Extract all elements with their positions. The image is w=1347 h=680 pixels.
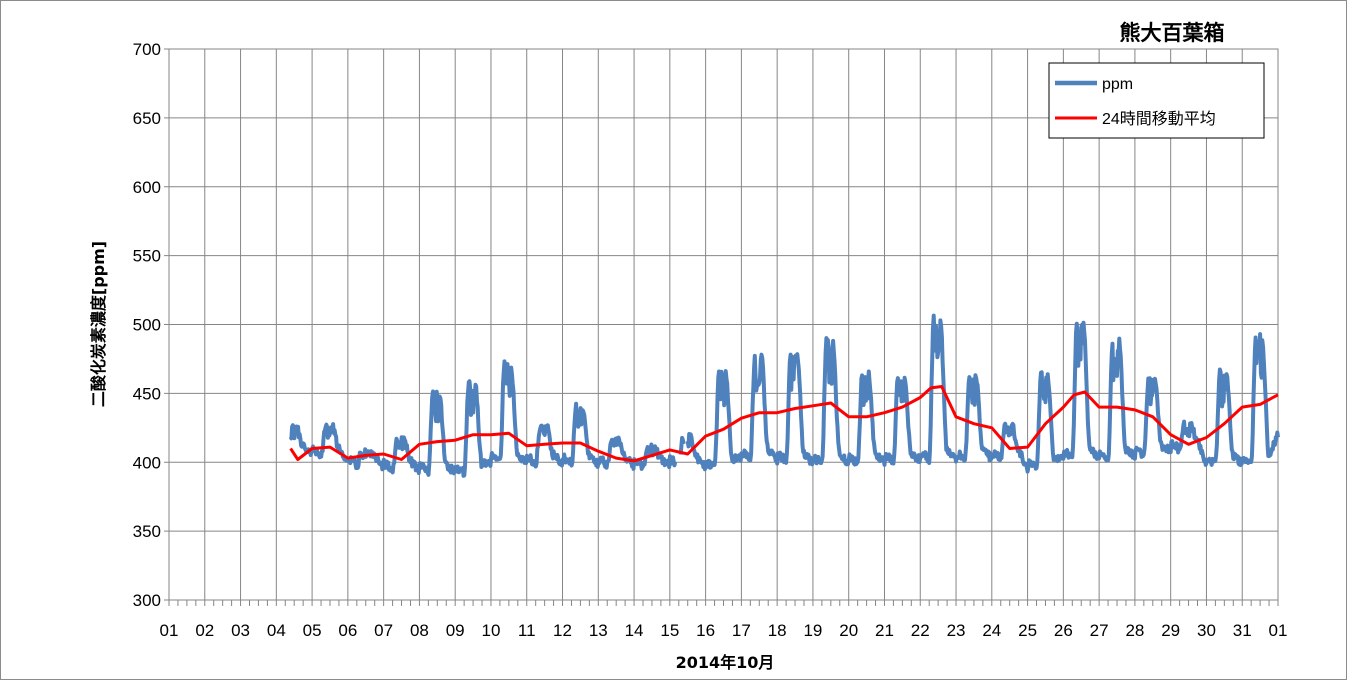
- x-tick-label: 28: [1125, 621, 1144, 640]
- x-tick-label: 15: [660, 621, 679, 640]
- x-tick-label: 16: [696, 621, 715, 640]
- x-tick-label: 08: [410, 621, 429, 640]
- x-tick-label: 22: [911, 621, 930, 640]
- y-tick-label: 550: [133, 247, 161, 266]
- series-ppm-line: [288, 359, 678, 478]
- plot-area: [168, 48, 1279, 601]
- x-tick-label: 01: [1269, 621, 1288, 640]
- legend-label-ppm: ppm: [1102, 76, 1133, 93]
- x-tick-label: 21: [875, 621, 894, 640]
- y-tick-label: 600: [133, 178, 161, 197]
- x-tick-label: 09: [446, 621, 465, 640]
- data-lines: [288, 313, 1280, 478]
- series-ppm-line: [678, 435, 686, 455]
- x-tick-label: 01: [160, 621, 179, 640]
- chart-title: 熊大百葉箱: [1120, 21, 1225, 45]
- y-tick-label: 700: [133, 40, 161, 59]
- x-tick-label: 31: [1233, 621, 1252, 640]
- x-tick-label: 12: [553, 621, 572, 640]
- y-tick-label: 650: [133, 109, 161, 128]
- x-tick-label: 02: [195, 621, 214, 640]
- x-axis-label: 2014年10月: [676, 653, 775, 672]
- x-tick-label: 25: [1018, 621, 1037, 640]
- x-tick-label: 05: [303, 621, 322, 640]
- x-tick-label: 11: [518, 621, 536, 640]
- x-tick-label: 14: [625, 621, 644, 640]
- x-tick-label: 18: [768, 621, 787, 640]
- y-tick-label: 400: [133, 453, 161, 472]
- x-tick-label: 07: [374, 621, 393, 640]
- x-tick-label: 13: [589, 621, 608, 640]
- series-ppm-line: [685, 313, 1280, 474]
- x-tick-label: 03: [231, 621, 250, 640]
- x-tick-label: 30: [1197, 621, 1216, 640]
- y-tick-labels: 300 350 400 450 500 550 600 650 700: [133, 40, 161, 610]
- y-axis-label: 二酸化炭素濃度[ppm]: [89, 241, 108, 407]
- legend: ppm 24時間移動平均: [1048, 62, 1265, 139]
- x-tick-label: 10: [482, 621, 501, 640]
- y-tick-label: 500: [133, 316, 161, 335]
- x-tick-label: 20: [839, 621, 858, 640]
- y-tick-label: 300: [133, 591, 161, 610]
- x-tick-label: 29: [1161, 621, 1180, 640]
- legend-label-moving-average: 24時間移動平均: [1102, 110, 1216, 128]
- x-tick-labels: 01 02 03 04 05 06 07 08 09 10 11 12 13 14 15 16 17 18 19 20…: [160, 621, 1288, 640]
- series-moving-average-line: [289, 385, 1279, 463]
- x-tick-label: 23: [947, 621, 966, 640]
- x-tick-label: 26: [1054, 621, 1073, 640]
- x-tick-label: 24: [982, 621, 1001, 640]
- axes: [164, 48, 1279, 606]
- x-tick-label: 17: [732, 621, 751, 640]
- legend-box: [1048, 62, 1265, 139]
- x-tick-label: 27: [1090, 621, 1109, 640]
- y-tick-label: 450: [133, 384, 161, 403]
- x-tick-label: 04: [267, 621, 286, 640]
- x-tick-label: 19: [803, 621, 822, 640]
- y-tick-label: 350: [133, 522, 161, 541]
- x-tick-label: 06: [338, 621, 357, 640]
